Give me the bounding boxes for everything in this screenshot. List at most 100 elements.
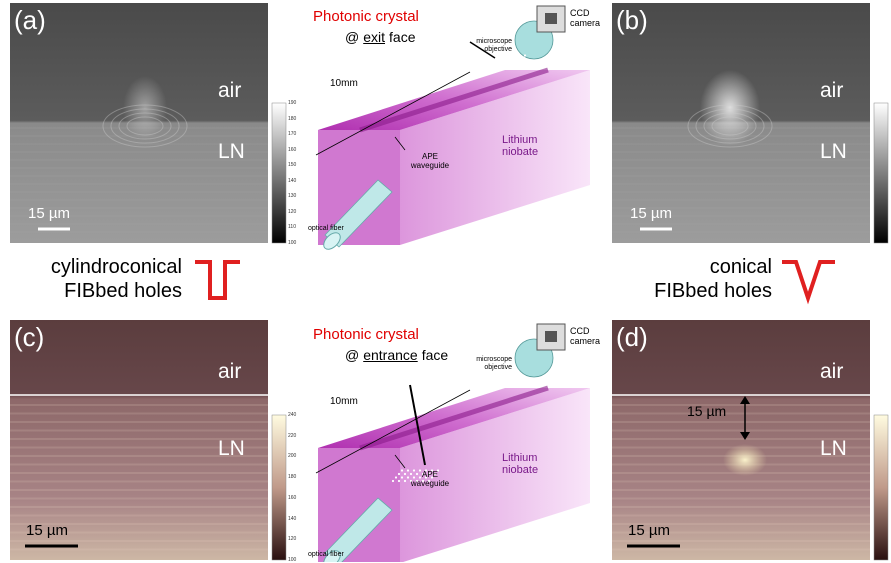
colorbar-tick-label: 140 — [288, 517, 296, 522]
hole-dot — [494, 54, 496, 56]
face-text: face — [389, 29, 415, 45]
ccd-sensor — [545, 331, 557, 342]
face-text: @ — [345, 29, 359, 45]
colorbar-tick-label: 100 — [288, 558, 296, 563]
region-label: LN — [218, 437, 245, 461]
region-label: LN — [820, 140, 847, 164]
colorbar — [874, 103, 888, 243]
hole-dot — [500, 54, 502, 56]
colorbar-tick-label: 160 — [288, 496, 296, 501]
scale-bar-label: 15 µm — [26, 522, 68, 539]
hole-caption: FIBbed holes — [0, 279, 182, 303]
hole-dot — [404, 473, 406, 475]
colorbar-tick-label: 200 — [288, 454, 296, 459]
hole-shape: conical — [572, 255, 772, 279]
glow — [723, 444, 767, 476]
hole-dot — [506, 54, 508, 56]
hole-dot — [401, 476, 403, 478]
hole-dot — [521, 58, 523, 60]
colorbar-tick-label: 170 — [288, 132, 296, 137]
scale-bar-label: 15 µm — [630, 205, 672, 222]
hole-dot — [398, 480, 400, 482]
colorbar-tick-label: 150 — [288, 163, 296, 168]
hole-dot — [392, 480, 394, 482]
colorbar-tick-label: 180 — [288, 475, 296, 480]
region-label: air — [820, 79, 843, 103]
length-label: 10mm — [330, 78, 358, 89]
hole-dot — [407, 469, 409, 471]
colorbar-tick-label: 220 — [288, 434, 296, 439]
hole-dot — [506, 61, 508, 63]
substrate-label: Lithium niobate — [502, 452, 552, 476]
hole-dot — [503, 65, 505, 67]
hole-dot — [485, 65, 487, 67]
face-text: @ — [345, 347, 359, 363]
face-text: face — [422, 347, 448, 363]
hole-dot — [509, 65, 511, 67]
panel-label: (c) — [14, 322, 44, 353]
substrate-label: Lithium niobate — [502, 134, 552, 158]
hole-dot — [518, 54, 520, 56]
region-label: air — [820, 360, 843, 384]
waveguide-label: APE waveguide — [410, 470, 450, 488]
colorbar-tick-label: 160 — [288, 148, 296, 153]
camera-label: CCD camera — [570, 8, 604, 28]
hole-dot — [479, 65, 481, 67]
face-text: exit — [363, 29, 385, 45]
hole-dot — [515, 58, 517, 60]
hole-dot — [497, 65, 499, 67]
objective-label: microscope objective — [462, 38, 512, 54]
region-label: LN — [820, 437, 847, 461]
schematic-title: Photonic crystal — [313, 8, 419, 25]
hole-dot — [509, 58, 511, 60]
colorbar-tick-label: 140 — [288, 179, 296, 184]
camera-label: CCD camera — [570, 326, 604, 346]
hole-dot — [491, 58, 493, 60]
colorbar — [874, 415, 888, 560]
hole-dot — [512, 54, 514, 56]
hole-dot — [518, 61, 520, 63]
hole-dot — [488, 61, 490, 63]
hole-dot — [512, 61, 514, 63]
hole-dot — [524, 54, 526, 56]
hole-dot — [482, 61, 484, 63]
hole-dot — [500, 61, 502, 63]
hole-profile — [782, 262, 835, 298]
colorbar-tick-label: 120 — [288, 210, 296, 215]
scale-bar-label: 15 µm — [628, 522, 670, 539]
colorbar — [272, 103, 286, 243]
hole-dot — [515, 65, 517, 67]
hole-dot — [407, 476, 409, 478]
hole-dot — [395, 476, 397, 478]
colorbar-tick-label: 190 — [288, 101, 296, 106]
panel-label: (b) — [616, 5, 648, 36]
hole-dot — [398, 473, 400, 475]
waveguide-label: APE waveguide — [410, 152, 450, 170]
scale-bar-label: 15 µm — [28, 205, 70, 222]
fiber-label: optical fiber — [308, 551, 344, 558]
annotation: 15 µm — [687, 403, 726, 419]
region-label: air — [218, 360, 241, 384]
schematic-title: Photonic crystal — [313, 326, 419, 343]
hole-dot — [401, 469, 403, 471]
hole-dot — [494, 61, 496, 63]
objective-label: microscope objective — [462, 356, 512, 372]
length-label: 10mm — [330, 396, 358, 407]
colorbar-tick-label: 240 — [288, 413, 296, 418]
face-line: @entrance face — [345, 347, 448, 363]
colorbar-tick-label: 110 — [288, 225, 296, 230]
hole-dot — [404, 480, 406, 482]
panel-label: (a) — [14, 5, 46, 36]
hole-dot — [497, 58, 499, 60]
colorbar-tick-label: 100 — [288, 241, 296, 246]
hole-shape: cylindroconical — [0, 255, 182, 279]
colorbar — [272, 415, 286, 560]
face-text: entrance — [363, 347, 417, 363]
hole-profile — [195, 262, 240, 298]
hole-dot — [503, 58, 505, 60]
figure: {"panels":[ {"label":"(a)","top_region":… — [0, 0, 891, 562]
colorbar-tick-label: 180 — [288, 117, 296, 122]
fiber-label: optical fiber — [308, 225, 344, 232]
hole-dot — [485, 58, 487, 60]
